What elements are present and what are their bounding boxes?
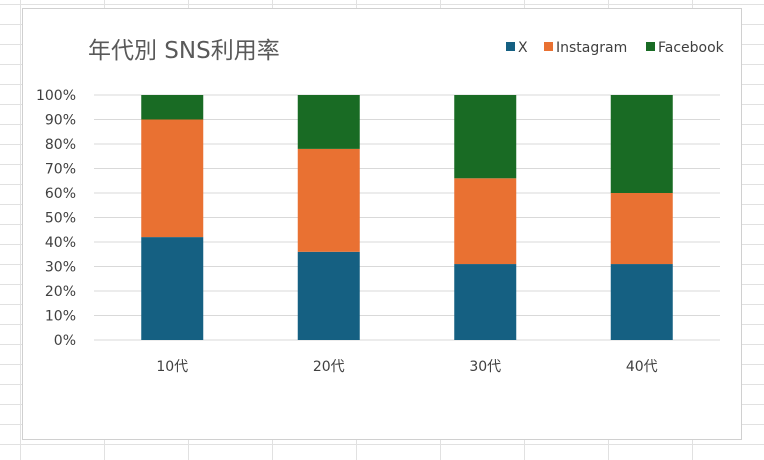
y-tick-label: 10% (45, 309, 76, 325)
bars (141, 95, 673, 340)
y-tick-label: 80% (45, 137, 76, 153)
bar-segment (610, 193, 673, 265)
legend-swatch (506, 42, 515, 51)
legend[interactable]: X Instagram Facebook (506, 40, 725, 56)
legend-swatch (646, 42, 655, 51)
legend-label: Instagram (556, 40, 627, 56)
legend-label: X (518, 40, 528, 56)
y-tick-label: 30% (45, 260, 76, 276)
x-tick-label: 40代 (626, 359, 658, 375)
y-tick-label: 90% (45, 113, 76, 129)
y-tick-label: 0% (54, 333, 76, 349)
bar-segment (297, 148, 360, 252)
y-tick-label: 40% (45, 235, 76, 251)
bar-segment (454, 264, 517, 340)
chart-title: 年代別 SNS利用率 (88, 38, 280, 64)
y-axis-ticks: 0% 10% 20% 30% 40% 50% 60% 70% 80% 90% 100% (36, 88, 76, 349)
x-tick-label: 10代 (156, 359, 188, 375)
bar-segment (610, 95, 673, 193)
x-tick-label: 30代 (469, 359, 501, 375)
y-tick-label: 100% (36, 88, 76, 104)
bar-segment (141, 119, 204, 238)
bar-segment (610, 264, 673, 340)
y-tick-label: 70% (45, 162, 76, 178)
bar-segment (454, 95, 517, 179)
bar-segment (141, 237, 204, 340)
legend-label: Facebook (658, 40, 725, 56)
bar-segment (297, 95, 360, 149)
y-tick-label: 20% (45, 284, 76, 300)
legend-swatch (544, 42, 553, 51)
x-tick-label: 20代 (313, 359, 345, 375)
bar-segment (297, 251, 360, 340)
bar-segment (141, 95, 204, 120)
x-axis-ticks: 10代 20代 30代 40代 (156, 359, 657, 375)
y-tick-label: 60% (45, 186, 76, 202)
bar-segment (454, 178, 517, 265)
y-tick-label: 50% (45, 211, 76, 227)
